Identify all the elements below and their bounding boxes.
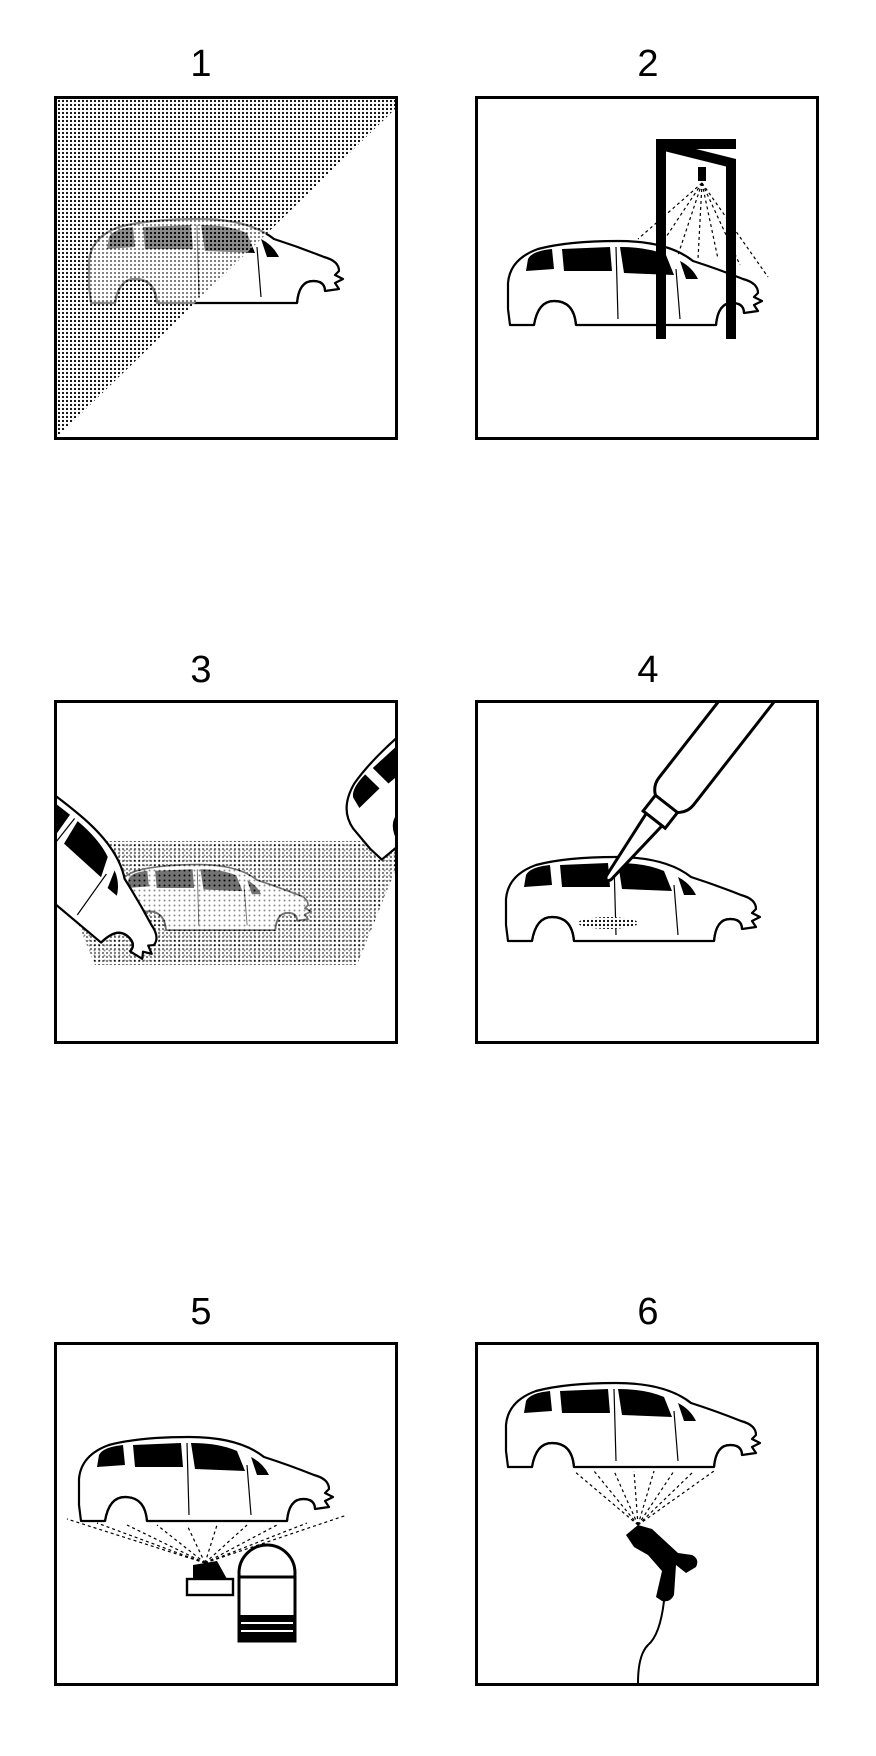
dip-tank-icon [57, 703, 395, 974]
step-4-panel [475, 700, 819, 1044]
step-number-1: 1 [190, 43, 212, 85]
underbody-spray-machine-icon [66, 1435, 348, 1643]
step-number-3: 3 [190, 649, 212, 691]
step-2-panel [475, 96, 819, 440]
step-number-4: 4 [637, 649, 659, 691]
step-3-panel [54, 700, 398, 1044]
step-1-panel [54, 96, 398, 440]
step-number-6: 6 [637, 1291, 659, 1333]
step-5-panel [54, 1342, 398, 1686]
spray-gantry-icon [506, 139, 769, 339]
spray-gun-icon [504, 1381, 762, 1683]
step-number-5: 5 [190, 1291, 212, 1333]
step-6-panel [475, 1342, 819, 1686]
car-body-pretreatment-icon [57, 99, 395, 437]
step-number-2: 2 [637, 43, 659, 85]
sealant-cartridge-icon [504, 703, 786, 943]
